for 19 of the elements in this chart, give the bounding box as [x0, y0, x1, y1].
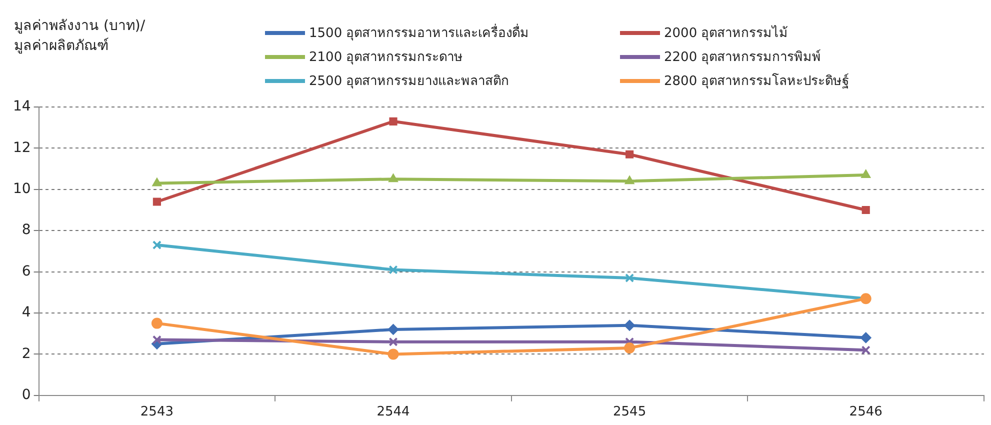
y-tick-label: 12 — [12, 140, 31, 156]
legend-label: 2000 อุตสาหกรรมไม้ — [664, 24, 788, 43]
legend-label: 2500 อุตสาหกรรมยางและพลาสติก — [309, 73, 510, 91]
legend-label: 2200 อุตสาหกรรมการพิมพ์ — [664, 48, 822, 67]
y-axis-title: มูลค่าพลังงาน (บาท)/ มูลค่าผลิตภัณฑ์ — [14, 17, 146, 56]
y-tick-label: 10 — [12, 181, 31, 198]
x-tick-label: 2543 — [140, 404, 174, 420]
y-tick-label: 0 — [22, 387, 31, 404]
legend-label: 2100 อุตสาหกรรมกระดาษ — [309, 49, 464, 67]
y-tick-label: 14 — [12, 98, 31, 115]
x-tick-label: 2546 — [849, 404, 882, 420]
legend-label: 1500 อุตสาหกรรมอาหารและเครื่องดื่ม — [309, 22, 530, 43]
y-tick-label: 4 — [22, 304, 31, 321]
y-tick-label: 6 — [22, 263, 31, 280]
x-tick-label: 2544 — [376, 404, 410, 420]
legend-label: 2800 อุตสาหกรรมโลหะประดิษฐ์ — [664, 72, 850, 91]
x-tick-label: 2545 — [613, 404, 646, 420]
y-tick-label: 8 — [22, 222, 31, 238]
y-tick-label: 2 — [22, 346, 31, 362]
